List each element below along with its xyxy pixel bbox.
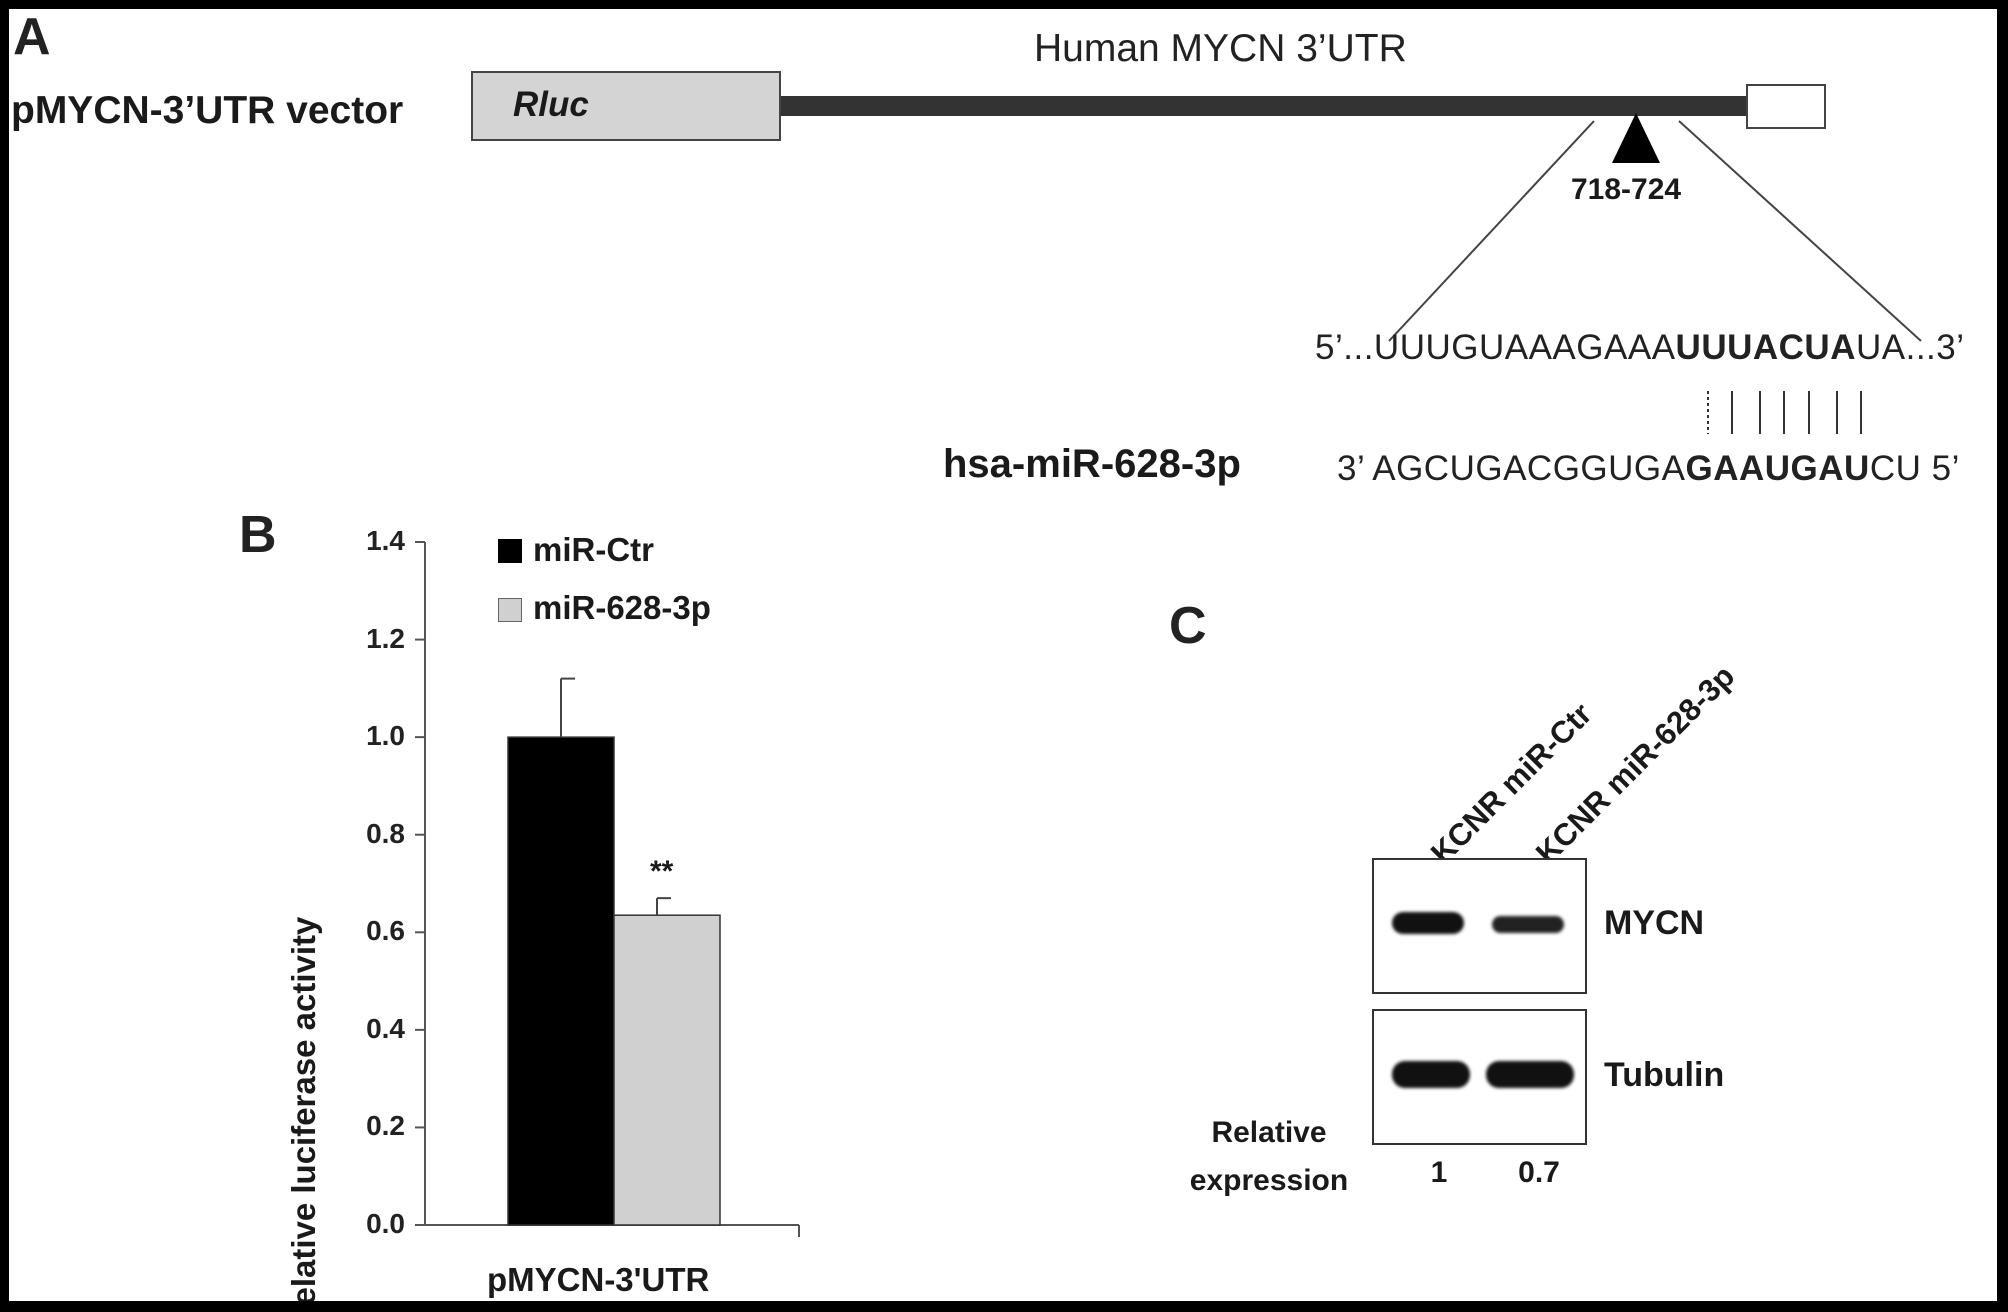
mrna-sequence: 5’...UUUGUAAAGAAAUUUACUAUA...3’ bbox=[1315, 328, 1965, 368]
zoom-line-right bbox=[1678, 120, 1922, 342]
y-tick-label: 1.0 bbox=[366, 720, 405, 752]
relative-value-lane2: 0.7 bbox=[1518, 1156, 1560, 1189]
band-tubulin-lane2 bbox=[1486, 1061, 1574, 1088]
utr-title: Human MYCN 3’UTR bbox=[1034, 27, 1407, 70]
bar-mir-628-3p bbox=[613, 914, 721, 1226]
mirna-suffix: CU 5’ bbox=[1869, 449, 1960, 488]
y-tick-label: 0.4 bbox=[366, 1012, 405, 1044]
mrna-seed: UUUACUA bbox=[1675, 328, 1856, 367]
y-tick-label: 0.2 bbox=[366, 1110, 405, 1142]
zoom-line-left bbox=[1388, 120, 1595, 342]
mirna-name: hsa-miR-628-3p bbox=[943, 442, 1241, 486]
bar-chart bbox=[415, 541, 800, 1237]
y-tick-label: 0.6 bbox=[366, 915, 405, 947]
band-mycn-lane1 bbox=[1392, 912, 1464, 934]
legend-label-mir-628: miR-628-3p bbox=[533, 589, 711, 626]
mirna-prefix: 3’ AGCUGACGGUGA bbox=[1337, 449, 1686, 488]
polya-box bbox=[1746, 84, 1826, 129]
y-tick-label: 0.0 bbox=[366, 1208, 405, 1239]
figure: A pMYCN-3’UTR vector Human MYCN 3’UTR Rl… bbox=[9, 9, 1997, 1301]
mirna-sequence: 3’ AGCUGACGGUGAGAAUGAUCU 5’ bbox=[1337, 449, 1960, 489]
y-tick-label: 1.4 bbox=[366, 525, 405, 556]
legend-label-mir-ctr: miR-Ctr bbox=[533, 531, 654, 568]
blot-label-tubulin: Tubulin bbox=[1604, 1056, 1725, 1094]
blot-label-mycn: MYCN bbox=[1604, 904, 1705, 942]
band-mycn-lane2 bbox=[1492, 916, 1564, 933]
significance-marker: ** bbox=[650, 855, 674, 888]
relative-value-lane1: 1 bbox=[1430, 1156, 1448, 1189]
x-category-label: pMYCN-3'UTR bbox=[487, 1261, 710, 1298]
relative-expression-label-line1: Relative bbox=[1211, 1116, 1327, 1149]
y-tick-label: 0.8 bbox=[366, 817, 405, 849]
mirna-seed: GAAUGAU bbox=[1685, 449, 1870, 488]
utr-line bbox=[781, 96, 1747, 116]
rluc-box: Rluc bbox=[471, 71, 781, 141]
site-triangle bbox=[1612, 113, 1660, 163]
base-pair-lines bbox=[1731, 391, 1862, 434]
bar-mir-ctr bbox=[507, 736, 615, 1226]
y-axis-label: Relative luciferase activity bbox=[285, 916, 322, 1301]
panel-a-letter: A bbox=[13, 9, 51, 66]
mrna-suffix: UA...3’ bbox=[1855, 328, 1965, 367]
relative-expression-label-line2: expression bbox=[1189, 1164, 1349, 1197]
rluc-label: Rluc bbox=[513, 85, 589, 124]
band-tubulin-lane1 bbox=[1392, 1061, 1470, 1088]
y-tick-label: 1.2 bbox=[366, 622, 405, 654]
legend-swatch-mir-628 bbox=[498, 598, 522, 622]
panel-c-letter: C bbox=[1169, 597, 1207, 655]
blot-tubulin bbox=[1372, 1009, 1587, 1145]
panel-a-graphics bbox=[1388, 113, 1922, 434]
legend-swatch-mir-ctr bbox=[498, 539, 522, 563]
mrna-prefix: 5’...UUUGUAAAGAAA bbox=[1315, 328, 1676, 367]
blot-mycn bbox=[1372, 858, 1587, 994]
vector-label: pMYCN-3’UTR vector bbox=[11, 89, 404, 132]
site-label: 718-724 bbox=[1571, 173, 1682, 206]
panel-b-letter: B bbox=[239, 506, 277, 564]
